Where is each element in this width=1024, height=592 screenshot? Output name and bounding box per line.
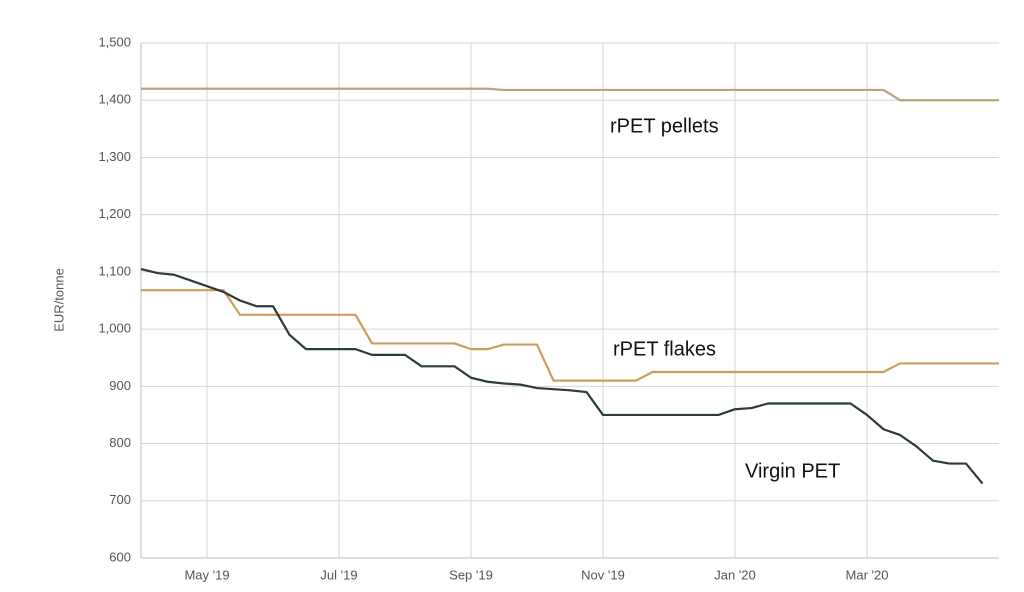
y-tick-label: 1,200 (98, 206, 131, 221)
y-tick-label: 600 (109, 549, 131, 564)
y-tick-label: 800 (109, 435, 131, 450)
series-label: rPET pellets (610, 115, 719, 137)
x-tick-label: May '19 (184, 567, 229, 582)
y-tick-label: 1,300 (98, 149, 131, 164)
x-tick-label: Jul '19 (320, 567, 357, 582)
series-line (141, 289, 999, 382)
y-tick-label: 900 (109, 378, 131, 393)
x-tick-label: Jan '20 (714, 567, 756, 582)
series-label: rPET flakes (613, 338, 716, 360)
x-tick-label: Nov '19 (581, 567, 625, 582)
y-tick-label: 1,000 (98, 321, 131, 336)
series-label: Virgin PET (745, 460, 840, 482)
y-tick-label: 1,400 (98, 92, 131, 107)
y-tick-label: 700 (109, 492, 131, 507)
y-axis-label: EUR/tonne (51, 268, 66, 332)
y-tick-label: 1,100 (98, 263, 131, 278)
series-line (141, 87, 999, 102)
series-line (140, 267, 984, 485)
y-tick-label: 1,500 (98, 34, 131, 49)
x-tick-label: Sep '19 (449, 567, 493, 582)
x-tick-label: Mar '20 (846, 567, 889, 582)
